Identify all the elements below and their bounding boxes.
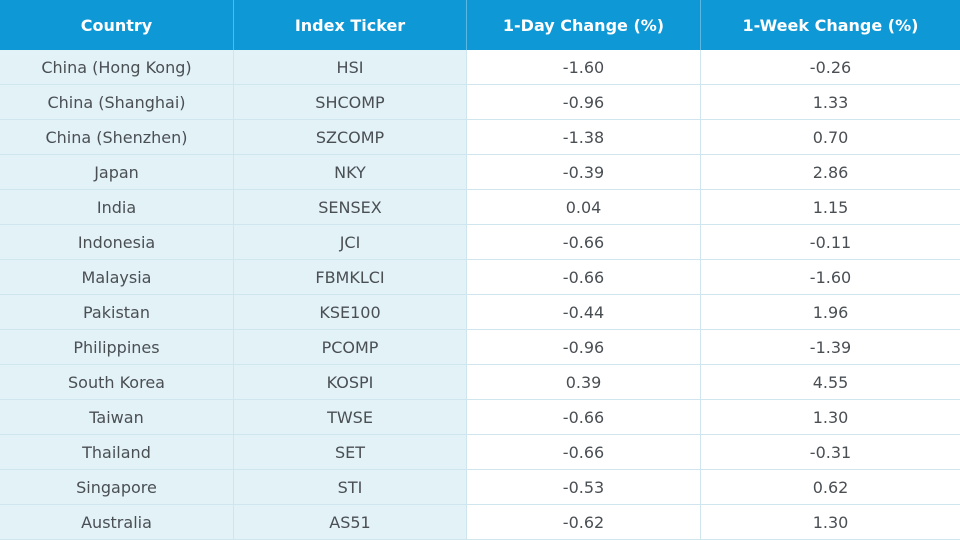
one-week-change-cell: -1.60 bbox=[701, 260, 960, 295]
ticker-cell: SZCOMP bbox=[234, 120, 467, 155]
ticker-cell: JCI bbox=[234, 225, 467, 260]
country-cell: India bbox=[0, 190, 234, 225]
ticker-cell: SHCOMP bbox=[234, 85, 467, 120]
column-header-country: Country bbox=[0, 0, 234, 50]
one-week-change-cell: -0.11 bbox=[701, 225, 960, 260]
country-cell: China (Shanghai) bbox=[0, 85, 234, 120]
country-cell: China (Hong Kong) bbox=[0, 50, 234, 85]
ticker-cell: AS51 bbox=[234, 505, 467, 540]
one-week-change-cell: -1.39 bbox=[701, 330, 960, 365]
country-cell: Pakistan bbox=[0, 295, 234, 330]
one-week-change-cell: 4.55 bbox=[701, 365, 960, 400]
one-day-change-cell: -0.66 bbox=[467, 260, 701, 295]
ticker-cell: HSI bbox=[234, 50, 467, 85]
ticker-cell: NKY bbox=[234, 155, 467, 190]
country-cell: Singapore bbox=[0, 470, 234, 505]
one-day-change-cell: -0.66 bbox=[467, 435, 701, 470]
one-day-change-cell: -0.66 bbox=[467, 225, 701, 260]
one-day-change-cell: -0.53 bbox=[467, 470, 701, 505]
one-day-change-cell: -1.60 bbox=[467, 50, 701, 85]
ticker-cell: SENSEX bbox=[234, 190, 467, 225]
one-day-change-cell: 0.39 bbox=[467, 365, 701, 400]
one-week-change-cell: -0.26 bbox=[701, 50, 960, 85]
country-cell: Australia bbox=[0, 505, 234, 540]
country-cell: Malaysia bbox=[0, 260, 234, 295]
ticker-cell: FBMKLCI bbox=[234, 260, 467, 295]
country-cell: Japan bbox=[0, 155, 234, 190]
one-week-change-cell: 1.33 bbox=[701, 85, 960, 120]
one-day-change-cell: -0.39 bbox=[467, 155, 701, 190]
ticker-cell: SET bbox=[234, 435, 467, 470]
column-header-1-week-change: 1-Week Change (%) bbox=[701, 0, 960, 50]
one-day-change-cell: -0.62 bbox=[467, 505, 701, 540]
one-day-change-cell: -1.38 bbox=[467, 120, 701, 155]
country-cell: Indonesia bbox=[0, 225, 234, 260]
one-day-change-cell: -0.96 bbox=[467, 85, 701, 120]
one-day-change-cell: -0.96 bbox=[467, 330, 701, 365]
one-week-change-cell: 0.70 bbox=[701, 120, 960, 155]
ticker-cell: KSE100 bbox=[234, 295, 467, 330]
one-day-change-cell: 0.04 bbox=[467, 190, 701, 225]
one-week-change-cell: 1.96 bbox=[701, 295, 960, 330]
one-week-change-cell: 1.15 bbox=[701, 190, 960, 225]
ticker-cell: KOSPI bbox=[234, 365, 467, 400]
one-week-change-cell: -0.31 bbox=[701, 435, 960, 470]
ticker-cell: PCOMP bbox=[234, 330, 467, 365]
one-day-change-cell: -0.66 bbox=[467, 400, 701, 435]
ticker-cell: STI bbox=[234, 470, 467, 505]
one-week-change-cell: 1.30 bbox=[701, 505, 960, 540]
column-header-index-ticker: Index Ticker bbox=[234, 0, 467, 50]
country-cell: Philippines bbox=[0, 330, 234, 365]
country-cell: China (Shenzhen) bbox=[0, 120, 234, 155]
country-cell: Thailand bbox=[0, 435, 234, 470]
ticker-cell: TWSE bbox=[234, 400, 467, 435]
one-week-change-cell: 1.30 bbox=[701, 400, 960, 435]
one-day-change-cell: -0.44 bbox=[467, 295, 701, 330]
column-header-1-day-change: 1-Day Change (%) bbox=[467, 0, 701, 50]
country-cell: South Korea bbox=[0, 365, 234, 400]
one-week-change-cell: 2.86 bbox=[701, 155, 960, 190]
country-cell: Taiwan bbox=[0, 400, 234, 435]
one-week-change-cell: 0.62 bbox=[701, 470, 960, 505]
